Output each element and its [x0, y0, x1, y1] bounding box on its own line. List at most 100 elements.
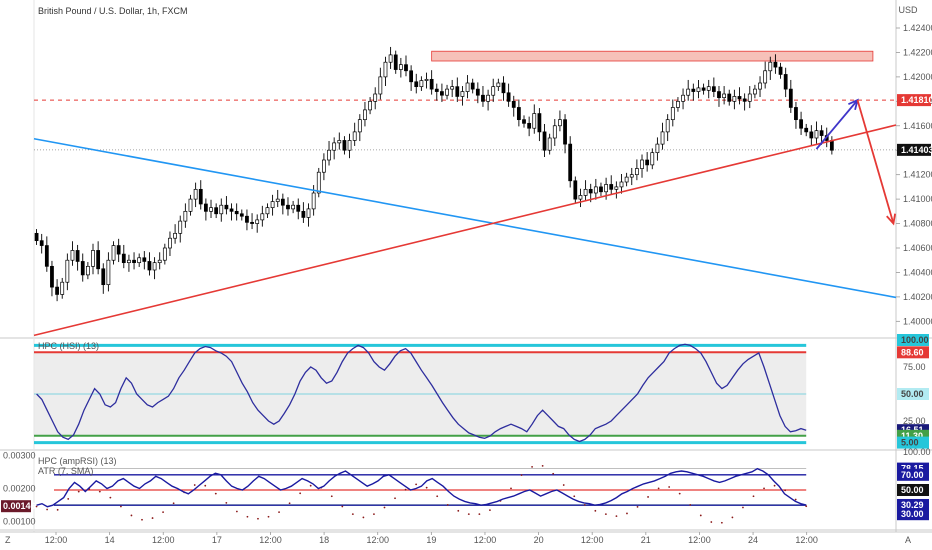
rsi-pane[interactable]: HPC (ampRSI) (13) ATR (7, SMA) [35, 456, 808, 524]
candle[interactable] [527, 116, 532, 137]
candle[interactable] [799, 111, 803, 135]
candle[interactable] [296, 198, 301, 220]
candle[interactable] [481, 86, 485, 107]
candle[interactable] [599, 182, 603, 197]
candle[interactable] [44, 236, 49, 272]
candle[interactable] [804, 123, 809, 137]
candle[interactable] [245, 209, 249, 231]
candle[interactable] [450, 79, 455, 98]
candle[interactable] [34, 229, 39, 245]
candle[interactable] [270, 194, 275, 216]
price-pane[interactable]: British Pound / U.S. Dollar, 1h, FXCM US… [33, 5, 918, 337]
candle[interactable] [322, 153, 326, 181]
candle[interactable] [137, 253, 142, 267]
candle[interactable] [496, 78, 501, 91]
hsi-line[interactable] [36, 343, 807, 443]
candle[interactable] [398, 57, 403, 78]
candle[interactable] [522, 115, 526, 128]
candle[interactable] [75, 244, 80, 271]
candle[interactable] [819, 125, 824, 145]
candle[interactable] [265, 203, 270, 219]
candle[interactable] [65, 253, 70, 291]
candle[interactable] [306, 203, 311, 227]
candle[interactable] [183, 203, 188, 228]
candle[interactable] [486, 89, 490, 111]
candle[interactable] [475, 82, 480, 104]
candle[interactable] [670, 99, 675, 127]
candle[interactable] [491, 78, 496, 102]
candle[interactable] [614, 181, 619, 199]
candle[interactable] [132, 252, 136, 270]
candle[interactable] [347, 133, 352, 159]
candle[interactable] [722, 86, 727, 105]
projection-arrows[interactable] [815, 98, 896, 226]
candle[interactable] [717, 86, 721, 107]
candle[interactable] [814, 121, 819, 144]
candle[interactable] [727, 89, 732, 106]
candle[interactable] [609, 175, 614, 195]
candle[interactable] [470, 78, 475, 94]
candle[interactable] [532, 104, 537, 134]
candle[interactable] [568, 136, 573, 188]
candle[interactable] [506, 83, 511, 107]
candle[interactable] [778, 62, 783, 79]
candle[interactable] [691, 83, 696, 101]
candle[interactable] [60, 277, 65, 299]
candle[interactable] [39, 233, 44, 254]
candle[interactable] [593, 178, 598, 200]
candle[interactable] [701, 83, 706, 95]
red-projection-arrow[interactable] [856, 99, 896, 226]
candle[interactable] [106, 252, 111, 292]
candle[interactable] [250, 213, 254, 230]
candle[interactable] [337, 132, 342, 150]
candle[interactable] [111, 241, 116, 265]
candle[interactable] [650, 148, 655, 170]
candle[interactable] [434, 83, 439, 101]
candle[interactable] [147, 252, 152, 276]
candle[interactable] [419, 76, 424, 91]
red-trendline[interactable] [33, 124, 897, 337]
candle[interactable] [465, 75, 470, 99]
candle[interactable] [301, 202, 306, 223]
candle[interactable] [162, 243, 167, 265]
candle[interactable] [409, 65, 414, 91]
candle[interactable] [157, 252, 162, 270]
candle[interactable] [552, 119, 557, 146]
candle[interactable] [96, 241, 101, 275]
atr-axis[interactable]: 0.00300 0.00200 0.00146 0.00100 [1, 450, 36, 526]
candle[interactable] [178, 215, 183, 243]
candle[interactable] [55, 279, 59, 302]
candle[interactable] [85, 262, 90, 280]
candle[interactable] [558, 110, 562, 132]
candle[interactable] [676, 97, 680, 112]
candle[interactable] [747, 86, 752, 109]
candle[interactable] [753, 84, 757, 99]
time-axis[interactable]: 12:00 14 12:00 17 12:00 18 12:00 19 12:00 20 12:00… [45, 532, 818, 545]
rsi-line[interactable] [36, 467, 807, 508]
candle[interactable] [773, 54, 778, 74]
candle[interactable] [316, 167, 321, 198]
candle[interactable] [239, 209, 244, 221]
candle[interactable] [629, 167, 634, 186]
candle[interactable] [203, 198, 208, 221]
candle[interactable] [368, 97, 372, 115]
candle[interactable] [583, 180, 588, 201]
candle[interactable] [686, 79, 691, 101]
candle[interactable] [706, 79, 711, 99]
candle[interactable] [352, 122, 357, 146]
candle[interactable] [501, 76, 506, 101]
candle[interactable] [660, 122, 665, 150]
candle[interactable] [429, 70, 434, 95]
candle[interactable] [275, 189, 280, 208]
candle[interactable] [681, 88, 685, 110]
candle[interactable] [383, 56, 388, 87]
candle[interactable] [547, 133, 552, 155]
candles[interactable] [34, 46, 834, 302]
candle[interactable] [460, 86, 465, 106]
candle[interactable] [711, 77, 716, 98]
candle[interactable] [758, 76, 762, 98]
candle[interactable] [91, 243, 95, 275]
candle[interactable] [424, 72, 429, 89]
